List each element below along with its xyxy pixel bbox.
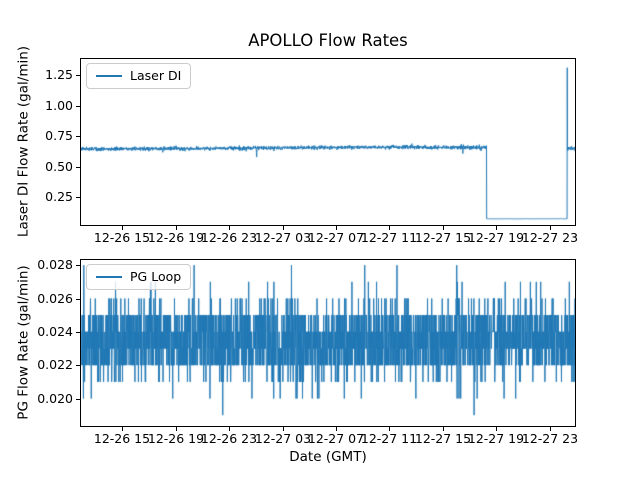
y-tick-label: 0.50 xyxy=(45,159,73,174)
x-tick-mark xyxy=(176,226,177,230)
y-tick-mark xyxy=(76,365,80,366)
x-tick-label: 12-26 19 xyxy=(147,230,205,245)
y-tick-label: 1.25 xyxy=(45,67,73,82)
y-tick-mark xyxy=(76,167,80,168)
x-tick-mark xyxy=(283,427,284,431)
y-tick-mark xyxy=(76,299,80,300)
y-tick-label: 0.25 xyxy=(45,189,73,204)
x-tick-mark xyxy=(122,427,123,431)
x-tick-label: 12-26 19 xyxy=(147,431,205,446)
legend-line-icon xyxy=(96,276,122,278)
y-tick-mark xyxy=(76,136,80,137)
y-tick-label: 0.026 xyxy=(37,291,73,306)
pg-loop-legend: PG Loop xyxy=(86,264,192,290)
x-tick-mark xyxy=(336,427,337,431)
x-tick-label: 12-27 11 xyxy=(360,431,418,446)
x-tick-mark xyxy=(550,226,551,230)
x-tick-mark xyxy=(229,427,230,431)
x-tick-mark xyxy=(443,226,444,230)
x-tick-label: 12-27 19 xyxy=(467,431,525,446)
x-tick-label: 12-26 15 xyxy=(93,431,151,446)
laser-di-legend: Laser DI xyxy=(86,63,192,89)
x-tick-label: 12-26 23 xyxy=(200,431,258,446)
x-tick-label: 12-27 07 xyxy=(307,230,365,245)
x-tick-mark xyxy=(496,427,497,431)
legend-line-icon xyxy=(96,75,122,77)
x-tick-mark xyxy=(176,427,177,431)
x-tick-label: 12-27 03 xyxy=(254,431,312,446)
x-tick-label: 12-27 15 xyxy=(414,230,472,245)
x-tick-label: 12-27 23 xyxy=(521,230,579,245)
y-tick-mark xyxy=(76,106,80,107)
x-tick-mark xyxy=(389,427,390,431)
x-tick-mark xyxy=(336,226,337,230)
laser-di-legend-label: Laser DI xyxy=(130,68,182,83)
x-tick-mark xyxy=(443,427,444,431)
x-tick-label: 12-27 07 xyxy=(307,431,365,446)
x-tick-label: 12-27 19 xyxy=(467,230,525,245)
y-tick-label: 0.022 xyxy=(37,357,73,372)
x-tick-label: 12-27 15 xyxy=(414,431,472,446)
x-tick-label: 12-27 23 xyxy=(521,431,579,446)
x-tick-mark xyxy=(283,226,284,230)
y-tick-label: 0.028 xyxy=(37,257,73,272)
y-tick-label: 0.75 xyxy=(45,128,73,143)
x-tick-label: 12-26 15 xyxy=(93,230,151,245)
pg-loop-legend-label: PG Loop xyxy=(130,269,182,284)
figure-title: APOLLO Flow Rates xyxy=(248,31,408,50)
y-tick-mark xyxy=(76,197,80,198)
x-tick-mark xyxy=(550,427,551,431)
y-tick-label: 0.024 xyxy=(37,324,73,339)
x-tick-mark xyxy=(229,226,230,230)
y-tick-mark xyxy=(76,399,80,400)
x-tick-mark xyxy=(496,226,497,230)
y-tick-mark xyxy=(76,265,80,266)
y-tick-label: 0.020 xyxy=(37,391,73,406)
x-tick-mark xyxy=(389,226,390,230)
pg-loop-subplot: PG Loop xyxy=(80,259,576,427)
x-tick-label: 12-27 03 xyxy=(254,230,312,245)
x-tick-label: 12-27 11 xyxy=(360,230,418,245)
x-axis-label-date: Date (GMT) xyxy=(289,449,367,465)
y-tick-mark xyxy=(76,75,80,76)
y-tick-label: 1.00 xyxy=(45,98,73,113)
y-tick-mark xyxy=(76,332,80,333)
x-tick-mark xyxy=(122,226,123,230)
laser-di-subplot: Laser DI xyxy=(80,58,576,226)
x-tick-label: 12-26 23 xyxy=(200,230,258,245)
